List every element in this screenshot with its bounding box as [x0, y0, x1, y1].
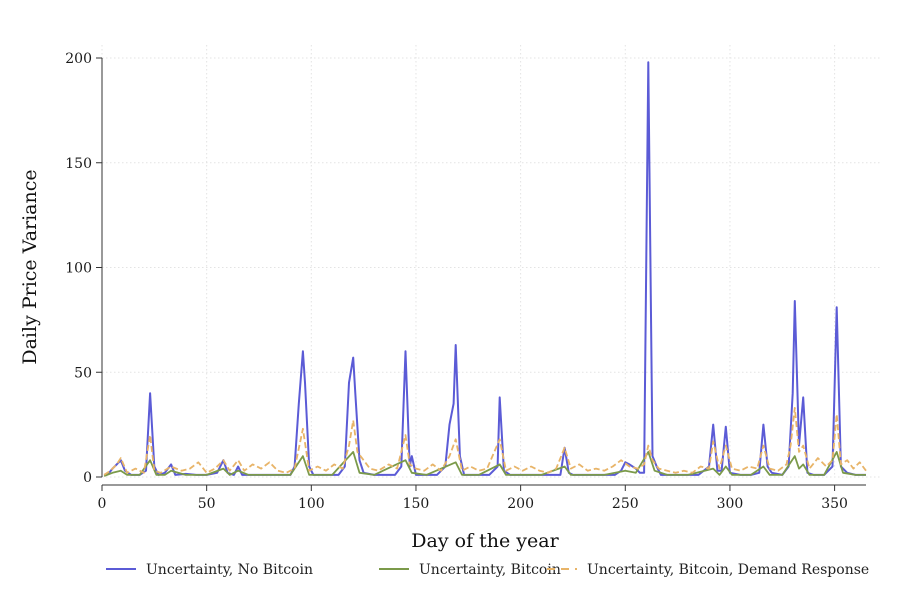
series-line-3 — [103, 407, 867, 476]
legend-label-2: Uncertainty, Bitcoin — [419, 562, 561, 578]
x-tick-label: 100 — [298, 496, 325, 512]
x-tick-label: 200 — [507, 496, 534, 512]
y-tick-label: 50 — [74, 365, 92, 381]
legend-label-1: Uncertainty, No Bitcoin — [146, 562, 313, 578]
x-tick-label: 50 — [198, 496, 216, 512]
x-tick-label: 0 — [98, 496, 107, 512]
x-tick-label: 150 — [403, 496, 430, 512]
axes: 0 50 100 150 200 0 50 100 150 200 250 300 350 — [65, 51, 866, 512]
y-tick-label: 0 — [83, 470, 92, 486]
legend-label-3: Uncertainty, Bitcoin, Demand Response — [587, 562, 869, 578]
x-tick-label: 250 — [612, 496, 639, 512]
x-axis-title: Day of the year — [411, 530, 559, 552]
y-tick-label: 150 — [65, 156, 92, 172]
x-tick-label: 300 — [717, 496, 744, 512]
x-tick-label: 350 — [821, 496, 848, 512]
y-tick-label: 200 — [65, 51, 92, 67]
series-line-2 — [103, 451, 866, 477]
legend: Uncertainty, No Bitcoin Uncertainty, Bitc… — [106, 562, 869, 578]
y-axis-title: Daily Price Variance — [19, 169, 41, 364]
y-tick-label: 100 — [65, 261, 92, 277]
series-group — [103, 61, 867, 477]
